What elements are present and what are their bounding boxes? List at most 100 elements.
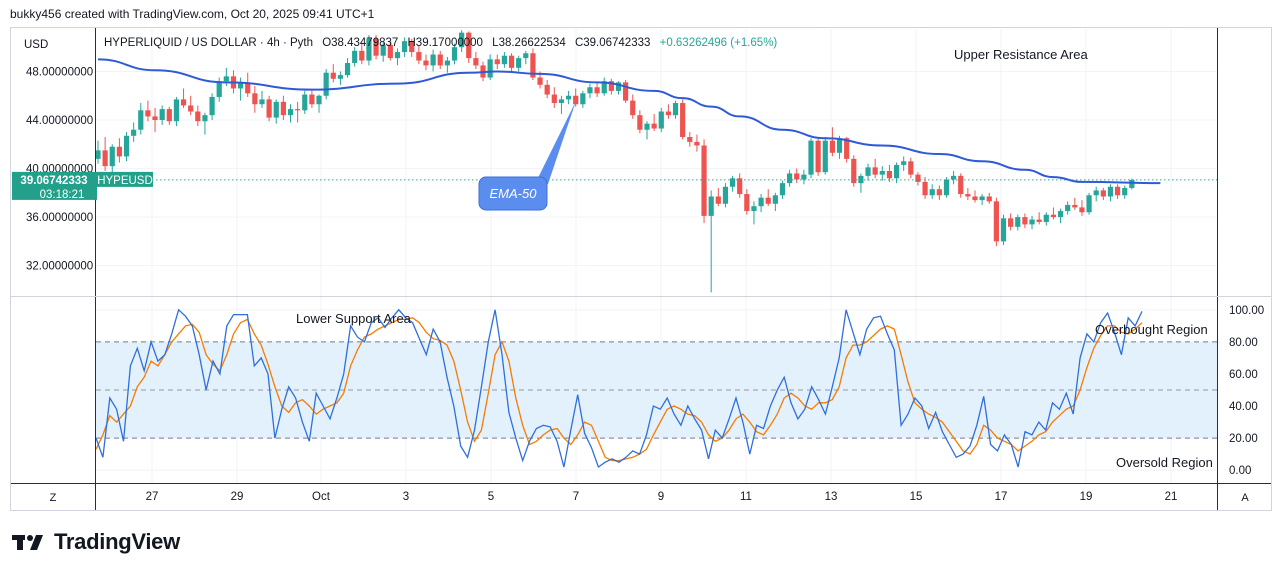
candle-body — [851, 158, 857, 184]
candle-body — [352, 50, 358, 63]
legend-close: C39.06742333 — [575, 37, 650, 49]
candle-body — [623, 82, 629, 101]
stoch-tick-label: 100.00 — [1229, 305, 1264, 317]
candle-body — [380, 44, 386, 56]
candle-body — [245, 82, 251, 94]
legend-low: L38.26622534 — [492, 37, 566, 49]
candle-body — [280, 101, 286, 116]
candle-body — [366, 38, 372, 61]
candle-body — [594, 87, 600, 94]
stoch-tick-label: 60.00 — [1229, 369, 1258, 381]
price-tick-label: 36.00000000 — [26, 212, 93, 224]
timezone-button[interactable]: Z — [50, 492, 57, 504]
candle-body — [287, 109, 294, 116]
time-tick-label: 29 — [231, 491, 244, 503]
candle-body — [1072, 204, 1078, 208]
time-tick-label: 21 — [1165, 491, 1178, 503]
candle-body — [466, 32, 472, 59]
candle-body — [238, 82, 244, 89]
candle-body — [373, 38, 379, 56]
candle-body — [423, 60, 429, 66]
ema-callout: EMA-50 — [478, 101, 576, 211]
candle-body — [608, 81, 614, 91]
candle-body — [123, 135, 130, 157]
candle-body — [715, 196, 721, 204]
candle-body — [901, 161, 907, 165]
currency-label: USD — [24, 39, 48, 51]
candle-body — [986, 196, 992, 202]
candle-body — [330, 72, 336, 79]
candle-body — [451, 47, 458, 61]
candle-body — [1057, 211, 1064, 218]
candle-body — [295, 109, 301, 111]
candle-body — [530, 53, 536, 78]
candle-body — [915, 174, 921, 182]
candle-body — [1050, 214, 1057, 218]
legend-open: O38.43479837 — [322, 37, 398, 49]
time-tick-label: Oct — [312, 491, 331, 503]
candle-body — [979, 196, 985, 201]
candle-body — [259, 99, 265, 105]
stoch-d-line — [96, 317, 1143, 462]
candle-body — [886, 170, 893, 179]
candle-body — [972, 196, 978, 201]
candle-body — [787, 173, 793, 184]
candle-body — [893, 164, 900, 179]
candle-body — [537, 77, 543, 85]
candle-body — [722, 186, 729, 204]
candle-body — [96, 150, 101, 159]
candle-body — [1000, 218, 1007, 242]
tradingview-brand: TradingView — [54, 529, 180, 554]
candle-body — [487, 59, 493, 78]
candle-body — [430, 54, 436, 66]
time-tick-label: 11 — [740, 491, 752, 503]
candle-body — [109, 146, 115, 167]
candle-body — [694, 141, 700, 146]
time-axis-labels: 27 29 Oct 3 5 7 9 11 13 15 17 19 21 — [146, 491, 1178, 503]
candle-body — [1129, 179, 1135, 188]
candle-body — [879, 170, 885, 175]
time-tick-label: 7 — [573, 491, 579, 503]
candle-body — [829, 140, 835, 153]
candle-body — [951, 175, 957, 180]
candle-body — [651, 123, 657, 129]
time-tick-label: 17 — [995, 491, 1008, 503]
candle-body — [1079, 207, 1085, 213]
tradingview-footer: TradingView — [12, 527, 180, 557]
candle-body — [1086, 195, 1092, 213]
candle-body — [687, 137, 693, 142]
ema-50-line — [97, 58, 1161, 185]
candle-body — [672, 103, 679, 116]
candle-body — [516, 58, 522, 68]
candle-body — [908, 161, 914, 175]
candle-body — [102, 150, 108, 167]
candle-body — [409, 41, 415, 53]
candle-body — [216, 81, 222, 97]
candle-body — [1065, 204, 1071, 212]
candle-body — [302, 94, 308, 111]
candle-body — [744, 194, 750, 212]
price-tick-label: 48.00000000 — [26, 66, 93, 78]
stoch-tick-label: 40.00 — [1229, 401, 1258, 413]
candle-body — [394, 52, 401, 59]
candle-body — [1107, 186, 1114, 197]
auto-scale-button[interactable]: A — [1241, 492, 1249, 504]
candle-body — [794, 173, 800, 180]
candle-body — [1122, 187, 1128, 196]
candle-body — [865, 167, 871, 176]
candle-body — [266, 99, 272, 118]
candle-body — [188, 105, 194, 112]
candle-body — [801, 174, 807, 180]
candle-body — [1100, 190, 1106, 197]
main-gridlines — [96, 29, 1217, 296]
candle-body — [836, 138, 843, 153]
candle-body — [729, 178, 736, 187]
stoch-tick-label: 0.00 — [1229, 465, 1251, 477]
candle-body — [701, 145, 707, 216]
candle-body — [558, 99, 565, 104]
candle-body — [965, 194, 971, 197]
candle-body — [1043, 214, 1049, 222]
annotation-overbought: Overbought Region — [1095, 322, 1208, 337]
candle-body — [252, 93, 258, 105]
candle-body — [359, 50, 365, 61]
